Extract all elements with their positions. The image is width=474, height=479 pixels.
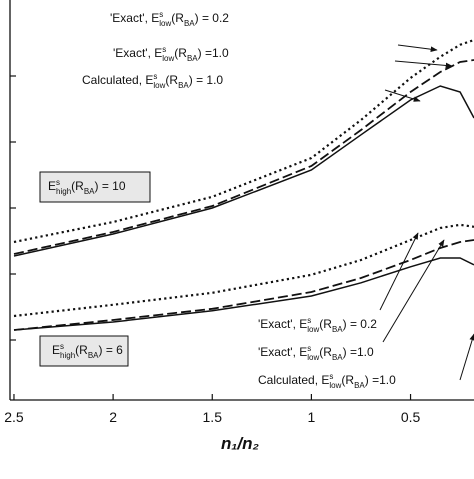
annotation: Es high(RBA) = 6 <box>52 342 123 360</box>
annotation: 'Exact', Es low(RBA) = 0.2 <box>258 316 377 334</box>
annotation-part: s <box>307 316 311 325</box>
annotation: Calculated, Es low(RBA) = 1.0 <box>82 72 223 90</box>
annotation-part: BA <box>332 353 343 362</box>
annotation-part: high <box>56 187 71 196</box>
annotation-part: BA <box>187 54 198 63</box>
annotation-part: (R <box>71 179 84 193</box>
annotation: Calculated, Es low(RBA) =1.0 <box>258 372 396 390</box>
annotation-part: E <box>52 343 60 357</box>
annotation-part: ) = 0.2 <box>343 317 378 331</box>
line-series <box>13 59 474 255</box>
annotation-part: ) = 1.0 <box>189 73 224 87</box>
arrow <box>459 333 474 381</box>
annotation-part: 'Exact', E <box>110 11 159 25</box>
annotation-part: (R <box>319 317 332 331</box>
annotation-part: s <box>159 10 163 19</box>
x-tick-label: 1 <box>308 409 316 425</box>
annotation-part: 'Exact', E <box>258 345 307 359</box>
annotation-part: BA <box>84 187 95 196</box>
annotation-part: low <box>159 19 171 28</box>
y-tick-marks <box>10 75 16 341</box>
annotation-part: s <box>60 342 64 351</box>
x-tick-label: 2 <box>109 409 117 425</box>
annotation-part: ) = 0.2 <box>195 11 230 25</box>
annotation: 'Exact', Es low(RBA) =1.0 <box>258 344 374 362</box>
annotation-part: s <box>56 178 60 187</box>
annotation-part: BA <box>184 19 195 28</box>
annotation-part: low <box>329 381 341 390</box>
line-series <box>13 223 474 318</box>
annotation: 'Exact', Es low(RBA) = 0.2 <box>110 10 229 28</box>
annotation-part: E <box>48 179 56 193</box>
annotation-part: BA <box>354 381 365 390</box>
annotation-part: 'Exact', E <box>113 46 162 60</box>
annotation-part: ) =1.0 <box>343 345 374 359</box>
annotation-part: Calculated, E <box>82 73 153 87</box>
arrow <box>382 239 445 343</box>
line-series <box>13 257 474 331</box>
annotation-part: low <box>162 54 174 63</box>
x-tick-label: 0.5 <box>401 409 421 425</box>
annotation-part: (R <box>341 373 354 387</box>
annotation-part: BA <box>178 81 189 90</box>
x-axis-label: n₁/n₂ <box>221 434 259 453</box>
annotation-part: (R <box>319 345 332 359</box>
annotation-part: BA <box>88 351 99 360</box>
annotation: 'Exact', Es low(RBA) =1.0 <box>113 45 229 63</box>
annotation-part: low <box>307 353 319 362</box>
arrow <box>379 232 419 311</box>
label-box <box>39 335 129 367</box>
line-series <box>13 38 474 244</box>
annotation-part: ) =1.0 <box>365 373 396 387</box>
annotation-part: low <box>307 325 319 334</box>
line-series <box>13 85 474 257</box>
annotation-part: (R <box>165 73 178 87</box>
annotation: Es high(RBA) = 10 <box>48 178 126 196</box>
annotation-part: low <box>153 81 165 90</box>
annotation-part: Calculated, E <box>258 373 329 387</box>
annotation-part: s <box>153 72 157 81</box>
annotation-part: high <box>60 351 75 360</box>
arrow <box>397 44 438 52</box>
arrow <box>394 60 453 69</box>
annotation-part: ) = 10 <box>94 179 125 193</box>
annotation-part: ) = 6 <box>98 343 123 357</box>
annotation-part: (R <box>171 11 184 25</box>
annotation-part: 'Exact', E <box>258 317 307 331</box>
line-series <box>13 239 474 331</box>
annotation-part: (R <box>174 46 187 60</box>
annotation-part: (R <box>75 343 88 357</box>
annotation-part: s <box>329 372 333 381</box>
x-tick-label: 2.5 <box>4 409 24 425</box>
arrow <box>384 89 421 102</box>
annotation-part: s <box>162 45 166 54</box>
label-box <box>39 171 151 203</box>
annotation-part: s <box>307 344 311 353</box>
x-tick-label: 1.5 <box>203 409 223 425</box>
annotation-part: BA <box>332 325 343 334</box>
annotation-part: ) =1.0 <box>198 46 229 60</box>
